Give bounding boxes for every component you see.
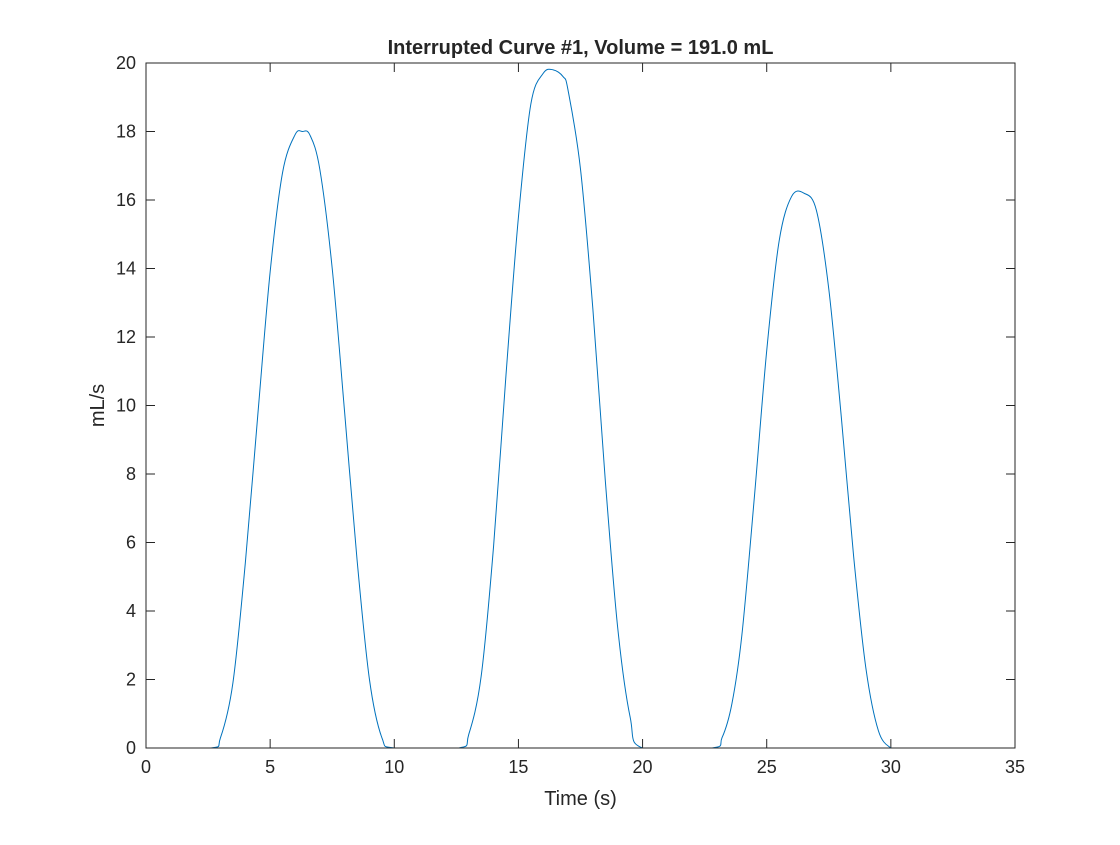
x-tick-label: 30 [881, 757, 901, 777]
y-tick-label: 20 [116, 53, 136, 73]
series-line [145, 68, 1016, 749]
x-axis-label: Time (s) [544, 788, 617, 810]
y-tick-label: 4 [126, 601, 136, 621]
y-tick-label: 2 [126, 670, 136, 690]
y-tick-label: 8 [126, 464, 136, 484]
x-tick-label: 35 [1005, 757, 1025, 777]
axes-box [145, 62, 1016, 749]
x-tick-label: 25 [757, 757, 777, 777]
y-tick-label: 10 [116, 396, 136, 416]
y-tick-label: 14 [116, 259, 136, 279]
chart-title: Interrupted Curve #1, Volume = 191.0 mL [388, 37, 774, 59]
x-tick-label: 5 [265, 757, 275, 777]
x-tick-label: 10 [384, 757, 404, 777]
y-tick-label: 12 [116, 327, 136, 347]
y-tick-label: 0 [126, 738, 136, 758]
y-tick-label: 18 [116, 122, 136, 142]
y-tick-label: 16 [116, 190, 136, 210]
x-tick-label: 15 [508, 757, 528, 777]
x-tick-label: 0 [141, 757, 151, 777]
y-tick-label: 6 [126, 533, 136, 553]
x-tick-label: 20 [633, 757, 653, 777]
axes-background [146, 63, 1015, 748]
y-axis-label: mL/s [87, 384, 109, 427]
